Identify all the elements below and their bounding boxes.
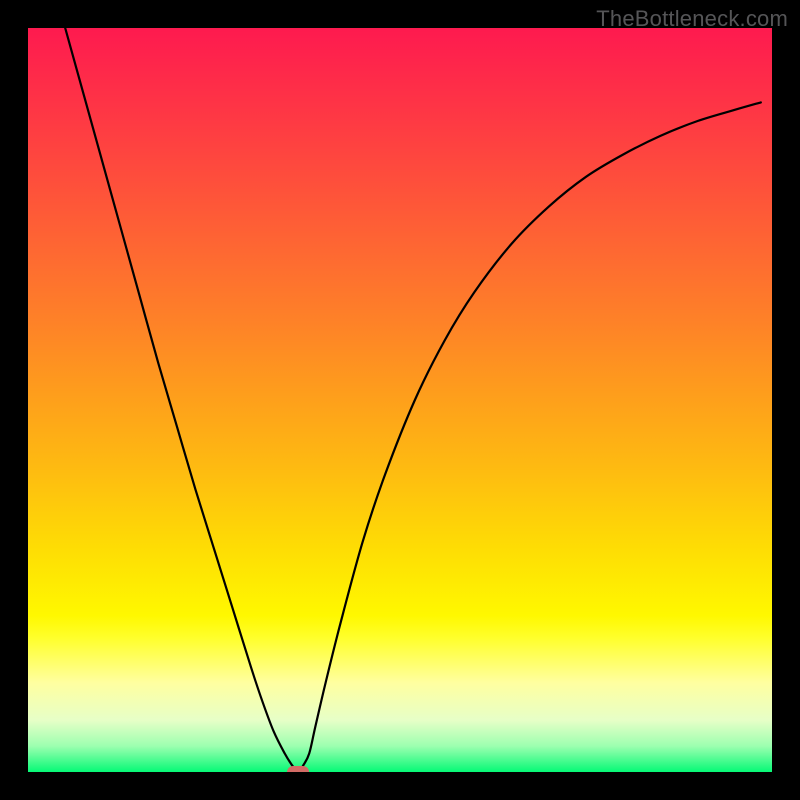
watermark-text: TheBottleneck.com — [596, 6, 788, 32]
chart-background — [28, 28, 772, 772]
bottleneck-chart — [0, 0, 800, 800]
